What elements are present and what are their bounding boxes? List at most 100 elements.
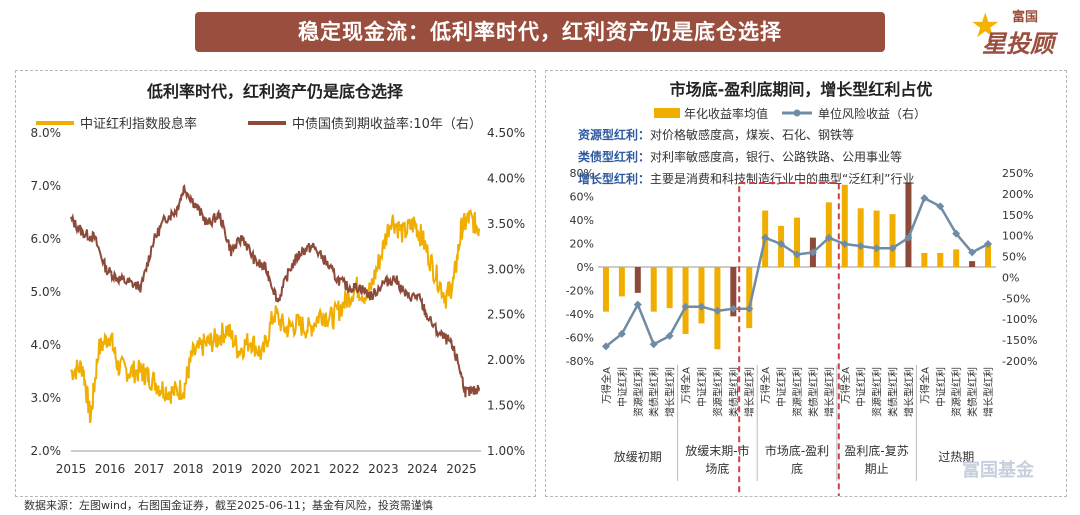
category-label: 类债型红利	[887, 367, 900, 417]
x-tick-label: 2015	[56, 462, 87, 476]
risk-return-point	[665, 331, 674, 340]
x-tick-label: 2022	[329, 462, 360, 476]
y-right-tick-label: 3.00%	[487, 262, 525, 276]
y-left-tick-label: 5.0%	[31, 285, 62, 299]
y-left-tick-label: 60%	[570, 191, 594, 204]
risk-return-point	[840, 240, 849, 249]
risk-return-point	[904, 233, 913, 242]
x-tick-label: 2017	[134, 462, 165, 476]
y-left-tick-label: 80%	[570, 167, 594, 180]
y-right-tick-label: 1.00%	[487, 444, 525, 458]
category-label: 类债型红利	[966, 367, 979, 417]
bar-annual-return	[905, 182, 912, 267]
x-tick-label: 2020	[251, 462, 282, 476]
y-right-tick-label: 50%	[1002, 251, 1026, 264]
bar-annual-return	[650, 267, 657, 312]
bar-annual-return	[682, 267, 689, 334]
y-right-tick-label: 100%	[1002, 230, 1033, 243]
category-label: 资源型红利	[791, 367, 804, 417]
risk-return-point	[601, 342, 610, 351]
y-left-tick-label: -80%	[566, 355, 594, 368]
y-right-tick-label: 2.00%	[487, 353, 525, 367]
bar-annual-return	[953, 249, 960, 267]
group-label-cont: 期止	[865, 462, 889, 476]
annotation-desc: 对价格敏感度高，煤炭、石化、钢铁等	[650, 127, 854, 142]
category-label: 增长型红利	[664, 367, 677, 417]
x-tick-label: 2023	[368, 462, 399, 476]
x-tick-label: 2019	[212, 462, 243, 476]
bar-annual-return	[746, 267, 753, 329]
risk-return-point	[681, 302, 690, 311]
y-left-tick-label: 3.0%	[31, 391, 62, 405]
y-left-tick-label: 2.0%	[31, 444, 62, 458]
group-label: 盈利底-复苏	[844, 443, 908, 458]
y-left-tick-label: 40%	[570, 214, 594, 227]
star-icon: ★	[970, 6, 1001, 46]
legend-marker-line	[793, 109, 801, 117]
chart-title: 低利率时代，红利资产仍是底仓选择	[146, 82, 404, 101]
chart-title: 市场底-盈利底期间，增长型红利占优	[670, 80, 933, 99]
legend-label-line: 单位风险收益（右）	[818, 106, 926, 121]
risk-return-point	[856, 242, 865, 251]
bar-annual-return	[921, 252, 928, 267]
risk-return-point	[920, 194, 929, 203]
y-left-tick-label: 8.0%	[31, 126, 62, 140]
risk-return-point	[952, 229, 961, 238]
category-label: 增长型红利	[902, 367, 915, 417]
group-label-cont: 底	[791, 461, 803, 476]
bar-annual-return	[794, 217, 800, 267]
bar-annual-return	[841, 184, 848, 267]
category-label: 增长型红利	[743, 367, 756, 417]
category-label: 增长型红利	[982, 367, 995, 417]
annotation-desc: 对利率敏感度高，银行、公路铁路、公用事业等	[650, 149, 902, 164]
category-label: 中证红利	[934, 367, 947, 407]
category-label: 万得全A	[600, 367, 613, 404]
brand-logo: ★ 富国 星投顾	[968, 4, 1076, 58]
risk-return-point	[777, 240, 786, 249]
legend-label-bar: 年化收益率均值	[684, 106, 768, 121]
y-right-tick-label: -50%	[1002, 292, 1030, 305]
group-label-cont: 场底	[705, 461, 729, 476]
risk-return-point	[888, 244, 897, 253]
y-left-tick-label: 0%	[577, 261, 594, 274]
x-tick-label: 2024	[407, 462, 438, 476]
x-tick-label: 2018	[173, 462, 204, 476]
x-tick-label: 2016	[95, 462, 126, 476]
bar-annual-return	[873, 210, 880, 267]
bar-annual-return	[857, 208, 864, 267]
y-right-tick-label: 200%	[1002, 188, 1033, 201]
annotation-text: 资源型红利：对价格敏感度高，煤炭、石化、钢铁等	[578, 127, 854, 142]
legend-label-dividend: 中证红利指数股息率	[80, 116, 197, 132]
y-right-tick-label: -150%	[1002, 334, 1037, 347]
category-label: 资源型红利	[950, 367, 963, 417]
risk-return-point	[984, 240, 993, 249]
category-label: 增长型红利	[823, 367, 836, 417]
bond-yield-line	[70, 184, 480, 398]
annotation-text: 增长型红利：主要是消费和科技制造行业中的典型“泛红利”行业	[578, 171, 914, 186]
category-label: 类债型红利	[807, 367, 820, 417]
bar-annual-return	[937, 252, 944, 267]
left-chart-panel: 低利率时代，红利资产仍是底仓选择 中证红利指数股息率 中债国债到期收益率:10年（右…	[15, 70, 536, 497]
bar-annual-return	[698, 267, 705, 324]
y-left-tick-label: 7.0%	[31, 179, 62, 193]
risk-return-point	[697, 302, 706, 311]
bar-annual-return	[602, 267, 609, 312]
bar-annual-return	[618, 267, 625, 297]
bar-annual-return	[969, 261, 976, 267]
risk-return-point	[808, 248, 817, 257]
group-label: 市场底-盈利	[765, 443, 829, 458]
y-right-tick-label: 150%	[1002, 209, 1033, 222]
y-right-tick-label: 250%	[1002, 167, 1033, 180]
right-chart-panel: 市场底-盈利底期间，增长型红利占优年化收益率均值 单位风险收益（右） 80% 60% 4…	[545, 70, 1067, 499]
risk-return-point	[936, 202, 945, 211]
risk-return-point	[713, 306, 722, 315]
category-label: 中证红利	[616, 367, 629, 407]
group-label: 放缓末期-市	[685, 443, 749, 458]
y-left-tick-label: 20%	[570, 238, 594, 251]
risk-return-point	[761, 233, 770, 242]
risk-return-point	[633, 300, 642, 309]
bar-annual-return	[730, 267, 737, 317]
category-label: 资源型红利	[632, 367, 645, 417]
legend-swatch-bar	[654, 108, 680, 118]
